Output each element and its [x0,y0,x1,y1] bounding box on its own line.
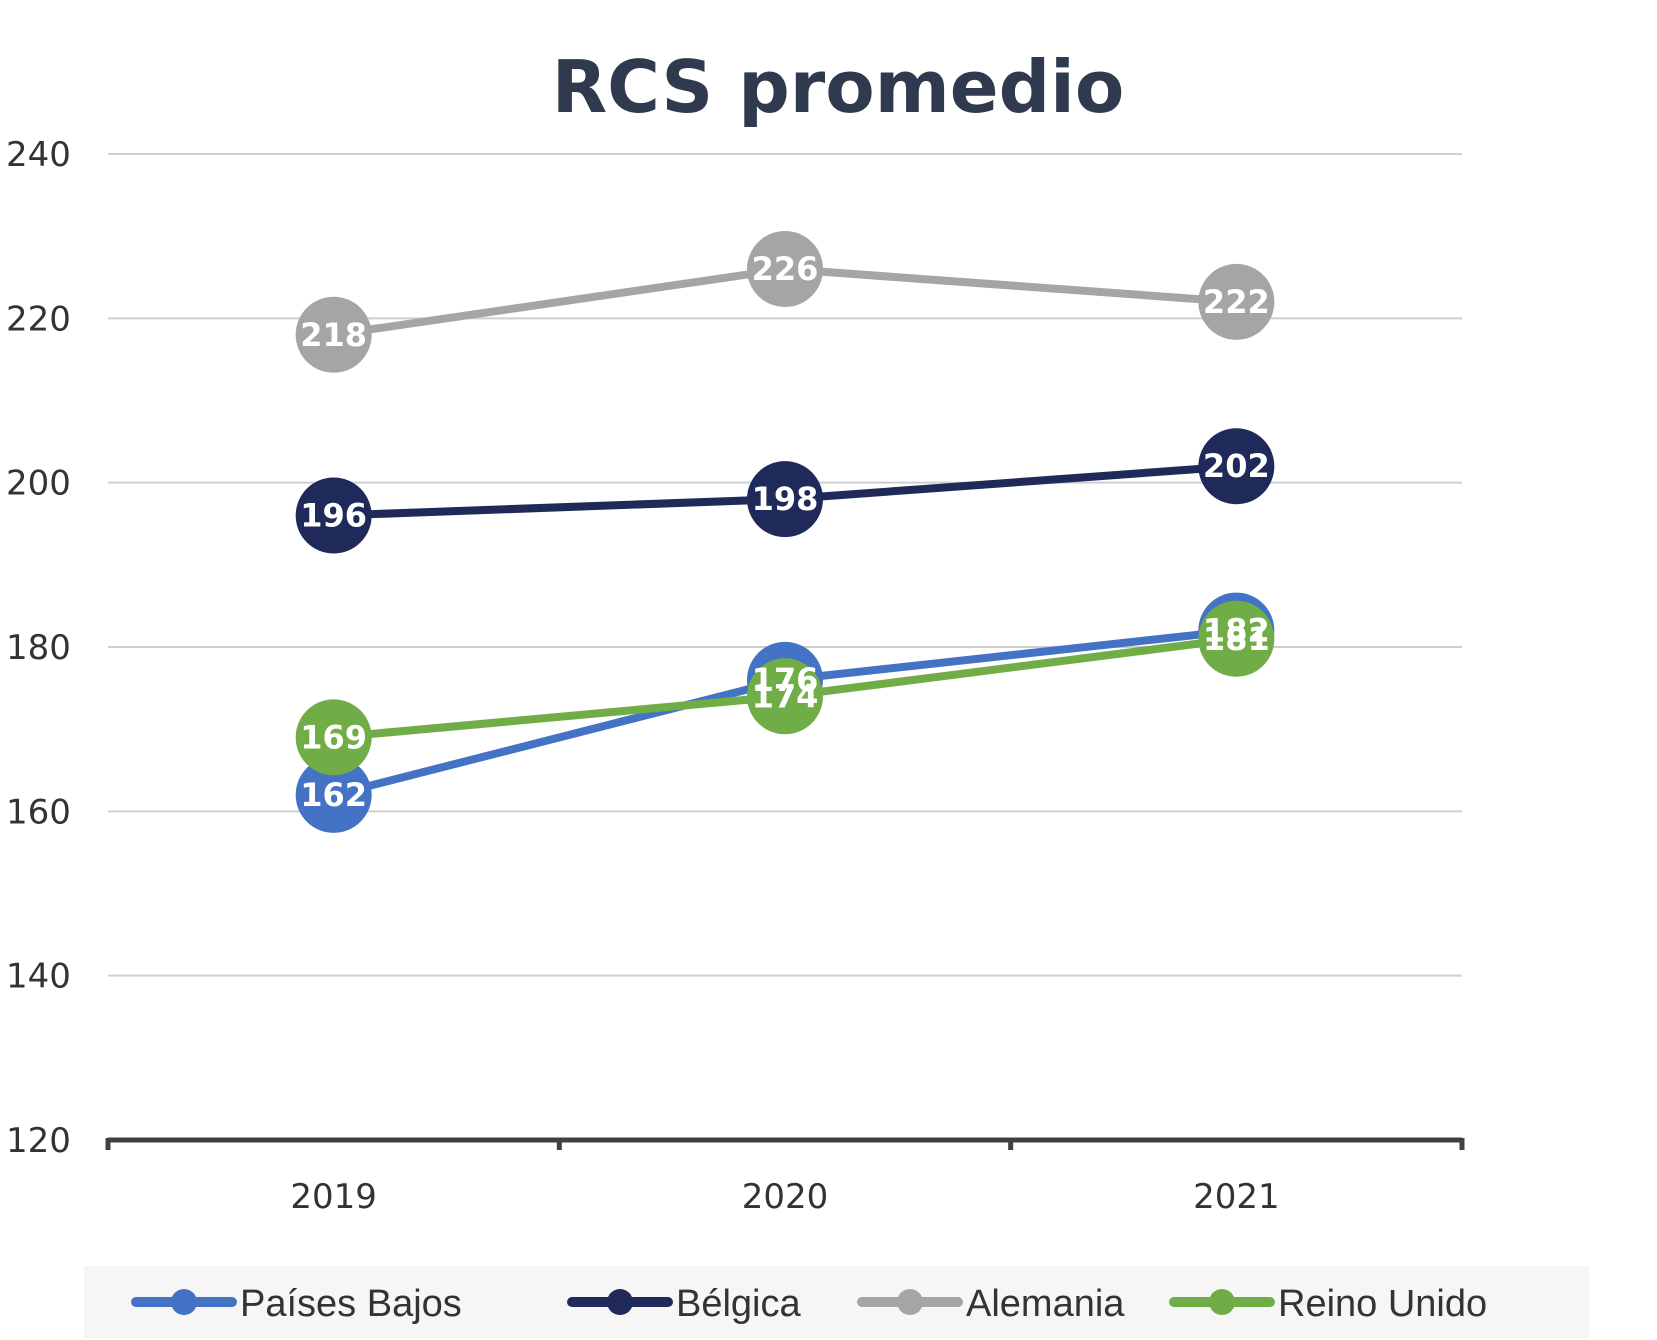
y-tick-label: 200 [6,464,71,504]
data-label: 198 [752,480,819,518]
legend-swatch-marker [1209,1289,1235,1315]
legend-label: Reino Unido [1278,1283,1487,1325]
data-label: 218 [300,316,367,354]
data-point-marker [1198,263,1275,340]
y-tick-label: 240 [6,135,71,175]
legend-swatch-marker [607,1289,633,1315]
data-label: 182 [1203,612,1270,650]
y-tick-label: 180 [6,628,71,668]
data-label: 226 [752,250,819,288]
data-point-marker [295,756,372,833]
data-point-marker [295,296,372,373]
data-label: 176 [752,661,819,699]
legend-label: Alemania [966,1283,1125,1325]
chart-title: RCS promedio [552,45,1125,129]
x-tick-label: 2019 [290,1177,377,1217]
legend-box [84,1266,1589,1338]
legend-swatch-marker [171,1289,197,1315]
data-point-marker [747,658,823,735]
data-label: 174 [752,677,819,715]
data-label: 222 [1203,283,1270,321]
y-tick-label: 160 [6,792,71,832]
data-label: 202 [1203,447,1270,485]
legend-swatch-marker [897,1289,923,1315]
y-axis-ticks: 120 140 160 180 200 220 240 [6,135,71,1161]
x-tick-label: 2021 [1193,1177,1280,1217]
data-point-marker [747,461,823,538]
data-label: 196 [300,497,367,535]
data-point-marker [295,699,372,776]
x-axis: 2019 2020 2021 [105,1137,1465,1217]
data-label: 169 [300,718,367,756]
y-tick-label: 220 [6,299,71,339]
data-point-marker [1198,428,1275,505]
data-label: 181 [1203,620,1270,658]
legend: Países Bajos Bélgica Alemania Reino Unido [84,1266,1589,1338]
data-point-marker [1198,600,1275,677]
y-tick-label: 140 [6,957,71,997]
data-point-marker [295,477,372,554]
legend-label: Países Bajos [240,1283,462,1325]
data-point-marker [747,231,823,308]
x-tick-label: 2020 [742,1177,829,1217]
data-label: 162 [300,776,367,814]
series-markers: 162 176 182 196 198 202 218 226 222 169 174 181 [295,231,1275,833]
legend-label: Bélgica [676,1283,801,1325]
y-tick-label: 120 [6,1121,71,1161]
